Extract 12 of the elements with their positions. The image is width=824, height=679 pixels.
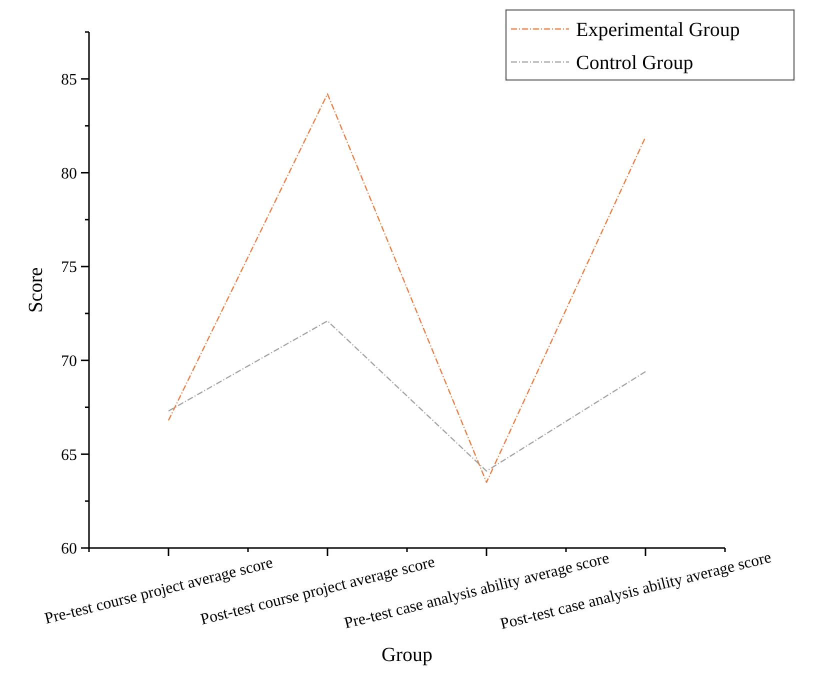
y-tick-label: 70 (61, 352, 77, 370)
line-series (168, 320, 646, 472)
legend-label: Control Group (576, 52, 694, 74)
y-axis-title: Score (25, 267, 47, 313)
x-axis-title: Group (381, 644, 433, 666)
y-tick-label: 65 (61, 446, 77, 464)
y-tick-label: 80 (61, 165, 77, 182)
y-tick-label: 75 (61, 259, 77, 276)
y-tick-label: 60 (61, 540, 77, 558)
line-series (168, 93, 646, 483)
y-tick-label: 85 (61, 72, 77, 89)
legend-label: Experimental Group (576, 19, 740, 41)
